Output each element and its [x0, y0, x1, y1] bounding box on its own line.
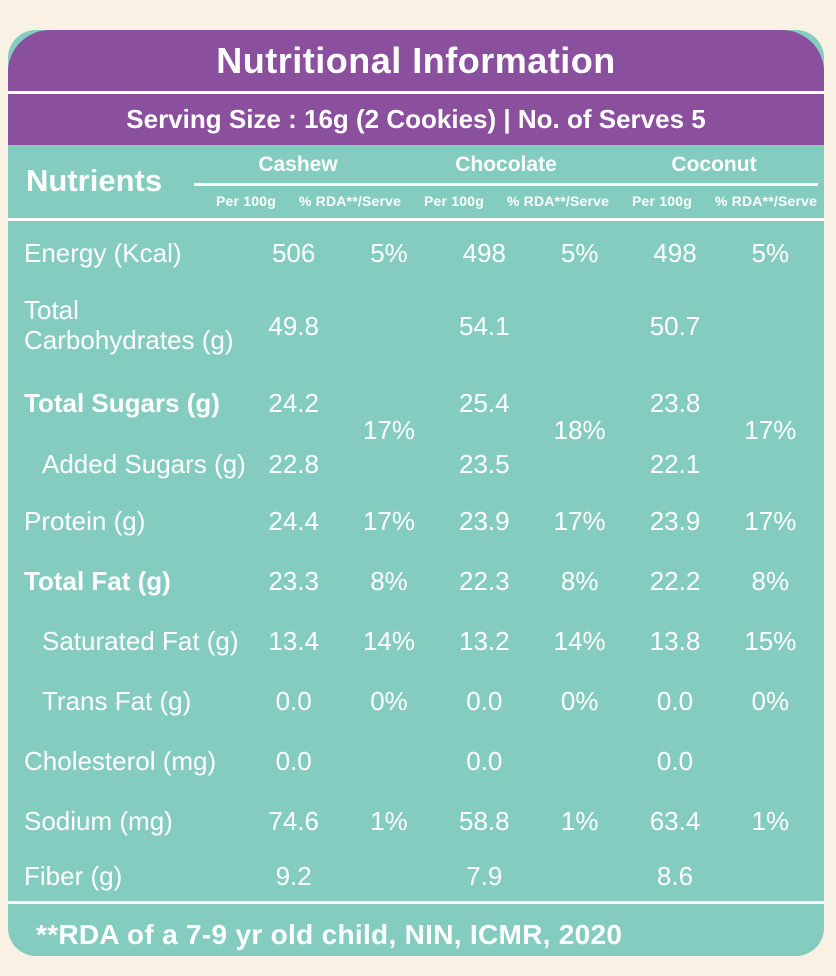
nutrient-value: 498: [462, 237, 507, 268]
nutrient-value: 0.0: [656, 685, 694, 716]
table-body: Energy (Kcal) 506 5% 498 5% 498 5% Total…: [8, 221, 824, 901]
nutrient-value-rda-span: 18%: [553, 414, 606, 445]
card-header: Nutritional Information Serving Size : 1…: [8, 30, 824, 145]
subheader-cashew-rda: % RDA**/Serve: [298, 193, 402, 209]
nutrient-value: 1%: [370, 805, 408, 836]
nutrient-label: Fiber (g): [24, 860, 123, 891]
product-header-coconut: Coconut: [610, 153, 818, 186]
nutrient-value: 8.6: [656, 860, 694, 891]
nutrient-value: 9.2: [275, 860, 312, 891]
subheader-chocolate-rda: % RDA**/Serve: [506, 193, 610, 209]
nutrient-value: 0.0: [466, 745, 503, 776]
nutrient-value: 1%: [751, 805, 790, 836]
nutrition-card: Nutritional Information Serving Size : 1…: [8, 30, 824, 956]
nutrient-value: 22.2: [649, 565, 701, 596]
nutrient-value: 5%: [370, 237, 408, 268]
table-row-energy: Energy (Kcal) 506 5% 498 5% 498 5%: [14, 223, 818, 283]
subheader-cashew-per100g: Per 100g: [216, 193, 276, 209]
serving-size-line: Serving Size : 16g (2 Cookies) | No. of …: [126, 104, 706, 134]
nutrient-value: 8%: [560, 565, 599, 596]
nutrient-label: Protein (g): [24, 505, 146, 536]
nutrient-value: 0.0: [656, 745, 694, 776]
nutrient-label: Total Sugars (g): [24, 387, 220, 418]
nutrient-label: Energy (Kcal): [24, 237, 182, 268]
nutrient-label: Total Fat (g): [24, 565, 171, 596]
subheader-coconut-per100g: Per 100g: [632, 193, 692, 209]
nutrient-value: 0%: [751, 685, 790, 716]
nutrient-value: 24.4: [268, 505, 319, 536]
subheader-chocolate-per100g: Per 100g: [424, 193, 484, 209]
nutrient-value: 7.9: [466, 860, 503, 891]
nutrient-value: 0.0: [275, 685, 312, 716]
nutrient-value: 49.8: [268, 310, 319, 341]
table-row-carbohydrates: Total Carbohydrates (g) 49.8 54.1 50.7: [14, 283, 818, 369]
nutrient-label: Sodium (mg): [24, 805, 173, 836]
nutrient-value: 23.5: [459, 448, 510, 479]
nutrient-label: Saturated Fat (g): [42, 625, 239, 656]
subheader-coconut-rda: % RDA**/Serve: [714, 193, 818, 209]
nutrient-value: 8%: [370, 565, 408, 596]
page-title: Nutritional Information: [8, 30, 824, 94]
nutrient-value: 50.7: [649, 310, 701, 341]
table-row-total-fat: Total Fat (g) 23.3 8% 22.3 8% 22.2 8%: [14, 551, 818, 611]
table-row-cholesterol: Cholesterol (mg) 0.0 0.0 0.0: [14, 731, 818, 791]
nutrient-value: 13.4: [268, 625, 319, 656]
nutrient-value: 8%: [751, 565, 790, 596]
nutrient-value: 74.6: [268, 805, 319, 836]
nutrient-value: 54.1: [459, 310, 510, 341]
nutrient-value: 17%: [744, 505, 797, 536]
nutrient-value: 14%: [553, 625, 606, 656]
nutrient-value-rda-span: 17%: [362, 414, 416, 445]
nutrients-column-title: Nutrients: [26, 163, 163, 198]
nutrient-value: 0%: [370, 685, 408, 716]
nutrient-value: 22.1: [649, 448, 701, 479]
nutrient-value: 23.9: [649, 505, 701, 536]
nutrient-value: 5%: [560, 237, 599, 268]
nutrient-value: 14%: [362, 625, 416, 656]
nutrient-value: 0%: [560, 685, 599, 716]
nutrient-value: 0.0: [275, 745, 312, 776]
nutrient-label: Cholesterol (mg): [24, 745, 217, 776]
table-header: Nutrients Cashew Chocolate Coconut Per 1…: [8, 145, 824, 221]
nutrient-value: 17%: [553, 505, 606, 536]
nutrient-value: 13.2: [459, 625, 510, 656]
nutrient-value: 15%: [744, 625, 797, 656]
table-row-sodium: Sodium (mg) 74.6 1% 58.8 1% 63.4 1%: [14, 791, 818, 851]
nutrient-value: 0.0: [466, 685, 503, 716]
rda-footnote: **RDA of a 7-9 yr old child, NIN, ICMR, …: [8, 901, 824, 956]
nutrient-value: 58.8: [459, 805, 510, 836]
nutrient-value: 22.8: [268, 448, 319, 479]
nutrient-value: 23.9: [459, 505, 510, 536]
table-row-trans-fat: Trans Fat (g) 0.0 0% 0.0 0% 0.0 0%: [14, 671, 818, 731]
nutrient-label: Total Carbohydrates (g): [24, 295, 234, 355]
nutrient-value: 498: [653, 237, 697, 268]
nutrient-value: 23.8: [649, 387, 701, 418]
nutrient-value: 25.4: [459, 387, 510, 418]
nutrient-value-rda-span: 17%: [744, 414, 797, 445]
table-row-protein: Protein (g) 24.4 17% 23.9 17% 23.9 17%: [14, 491, 818, 551]
product-header-chocolate: Chocolate: [402, 153, 610, 186]
nutrient-value: 1%: [560, 805, 599, 836]
nutrient-value: 13.8: [649, 625, 701, 656]
nutrient-label: Added Sugars (g): [42, 448, 246, 479]
table-rows-sugars: Total Sugars (g) 24.2 17% 25.4 18% 23.8 …: [14, 369, 818, 491]
nutrient-value: 23.3: [268, 565, 319, 596]
table-row-saturated-fat: Saturated Fat (g) 13.4 14% 13.2 14% 13.8…: [14, 611, 818, 671]
nutrient-value: 506: [271, 237, 316, 268]
table-row-fiber: Fiber (g) 9.2 7.9 8.6: [14, 851, 818, 901]
nutrient-value: 5%: [751, 237, 790, 268]
nutrient-value: 24.2: [268, 387, 319, 418]
nutrient-value: 17%: [362, 505, 416, 536]
nutrient-value: 63.4: [649, 805, 701, 836]
product-header-cashew: Cashew: [194, 153, 402, 186]
nutrient-label: Trans Fat (g): [42, 685, 192, 716]
nutrient-value: 22.3: [459, 565, 510, 596]
